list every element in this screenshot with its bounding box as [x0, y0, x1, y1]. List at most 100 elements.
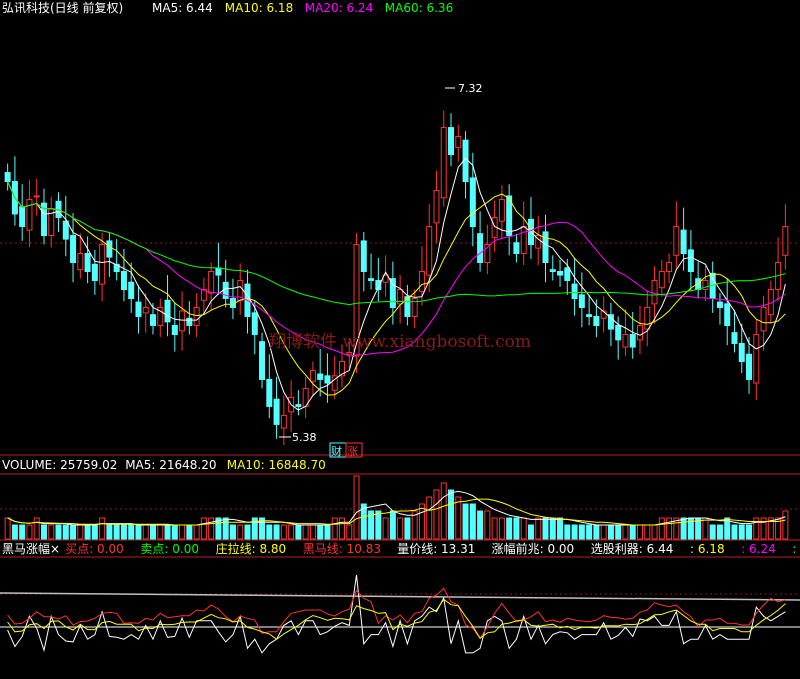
candle-body	[782, 226, 789, 256]
candle-body	[418, 270, 425, 292]
volume-bar	[484, 510, 491, 540]
volume-bar	[397, 517, 404, 540]
candle-body	[128, 281, 135, 299]
volume-bar	[106, 524, 113, 540]
candle-body	[484, 244, 491, 264]
volume-bar	[99, 517, 106, 540]
indicator-flat-line	[0, 592, 800, 601]
indicator-header: 黑马涨幅× 买点: 0.00 卖点: 0.00 庄拉线: 8.80 黑马线: 10.83…	[2, 541, 800, 556]
volume-bar	[215, 517, 222, 540]
volume-bar	[782, 510, 789, 540]
candle-body	[571, 283, 578, 299]
volume-bar	[273, 524, 280, 540]
badge-zhang: 涨	[347, 445, 358, 458]
candle-body	[251, 312, 258, 335]
volume-bar	[593, 524, 600, 540]
candle-body	[716, 301, 723, 308]
candle-body	[77, 253, 84, 271]
volume-bar	[506, 517, 513, 540]
candle-body	[738, 342, 745, 362]
volume-bar	[266, 524, 273, 540]
candle-body	[135, 301, 142, 317]
candle-body	[186, 317, 193, 326]
candle-body	[636, 324, 643, 341]
candle-body	[273, 398, 280, 425]
candle-body	[644, 306, 651, 330]
volume-bar	[179, 524, 186, 540]
volume-bar	[520, 517, 527, 540]
volume-bar	[724, 517, 731, 540]
volume-bar	[527, 524, 534, 540]
volume-bar	[746, 524, 753, 540]
candle-body	[70, 235, 77, 263]
volume-bar	[280, 524, 287, 540]
volume-bar	[535, 517, 542, 540]
header-item: 黑马线: 10.83	[303, 542, 381, 556]
candle-body	[658, 270, 665, 289]
ma10-line	[7, 181, 786, 396]
volume-bar	[498, 517, 505, 540]
candle-body	[106, 240, 113, 258]
candle-body	[433, 190, 440, 224]
price-header: 弘讯科技(日线 前复权) MA5: 6.44 MA10: 6.18 MA20: 6.2…	[2, 0, 453, 15]
candle-body	[469, 177, 476, 228]
candle-body	[586, 314, 593, 317]
candle-body	[397, 288, 404, 305]
header-item: 黑马涨幅×	[2, 541, 60, 556]
candle-body	[317, 373, 324, 380]
volume-bar	[462, 503, 469, 540]
volume-bar	[368, 510, 375, 540]
candle-body	[673, 226, 680, 256]
volume-bar	[229, 524, 236, 540]
candle-body	[615, 324, 622, 341]
candle-body	[164, 299, 171, 323]
volume-bar	[586, 524, 593, 540]
candle-body	[557, 270, 564, 276]
candle-body	[40, 202, 47, 237]
header-item: VOLUME: 25759.02	[2, 458, 117, 472]
candle-body	[593, 315, 600, 326]
low-label: 5.38	[292, 431, 317, 444]
volume-header: VOLUME: 25759.02 MA5: 21648.20 MA10: 16848…	[2, 458, 326, 472]
candle-body	[19, 206, 26, 228]
volume-bar	[222, 517, 229, 540]
candle-body	[724, 303, 731, 326]
candle-body	[157, 306, 164, 326]
volume-bar	[731, 524, 738, 540]
candle-body	[607, 314, 614, 330]
volume-bar	[578, 524, 585, 540]
candle-body	[389, 278, 396, 308]
candle-body	[193, 306, 200, 326]
badge-cai: 财	[331, 444, 342, 458]
candle-body	[411, 297, 418, 317]
volume-bar	[564, 524, 571, 540]
candle-body	[622, 333, 629, 348]
volume-bar	[716, 524, 723, 540]
volume-bar	[607, 524, 614, 540]
volume-bar	[200, 517, 207, 540]
volume-bar	[4, 517, 11, 540]
volume-ma-lines	[7, 490, 786, 526]
candle-body	[150, 314, 157, 326]
high-label: 7.32	[458, 82, 483, 95]
volume-bar	[142, 524, 149, 540]
volume-bar	[702, 517, 709, 540]
volume-bar	[11, 524, 18, 540]
candle-body	[498, 199, 505, 222]
volume-bar	[171, 524, 178, 540]
volume-bar	[448, 489, 455, 540]
candle-body	[535, 235, 542, 249]
candle-body	[687, 249, 694, 272]
header-item: : 6.18	[690, 542, 725, 556]
candle-body	[171, 324, 178, 335]
ma5-line	[7, 157, 786, 411]
header-item: 涨幅前兆: 0.00	[492, 541, 575, 556]
volume-bar	[375, 510, 382, 540]
candle-body	[215, 267, 222, 276]
volume-bar	[455, 496, 462, 540]
volume-bar	[760, 517, 767, 540]
volume-bar	[477, 510, 484, 540]
candle-body	[368, 278, 375, 281]
candle-body	[702, 279, 709, 290]
volume-bar	[658, 517, 665, 540]
